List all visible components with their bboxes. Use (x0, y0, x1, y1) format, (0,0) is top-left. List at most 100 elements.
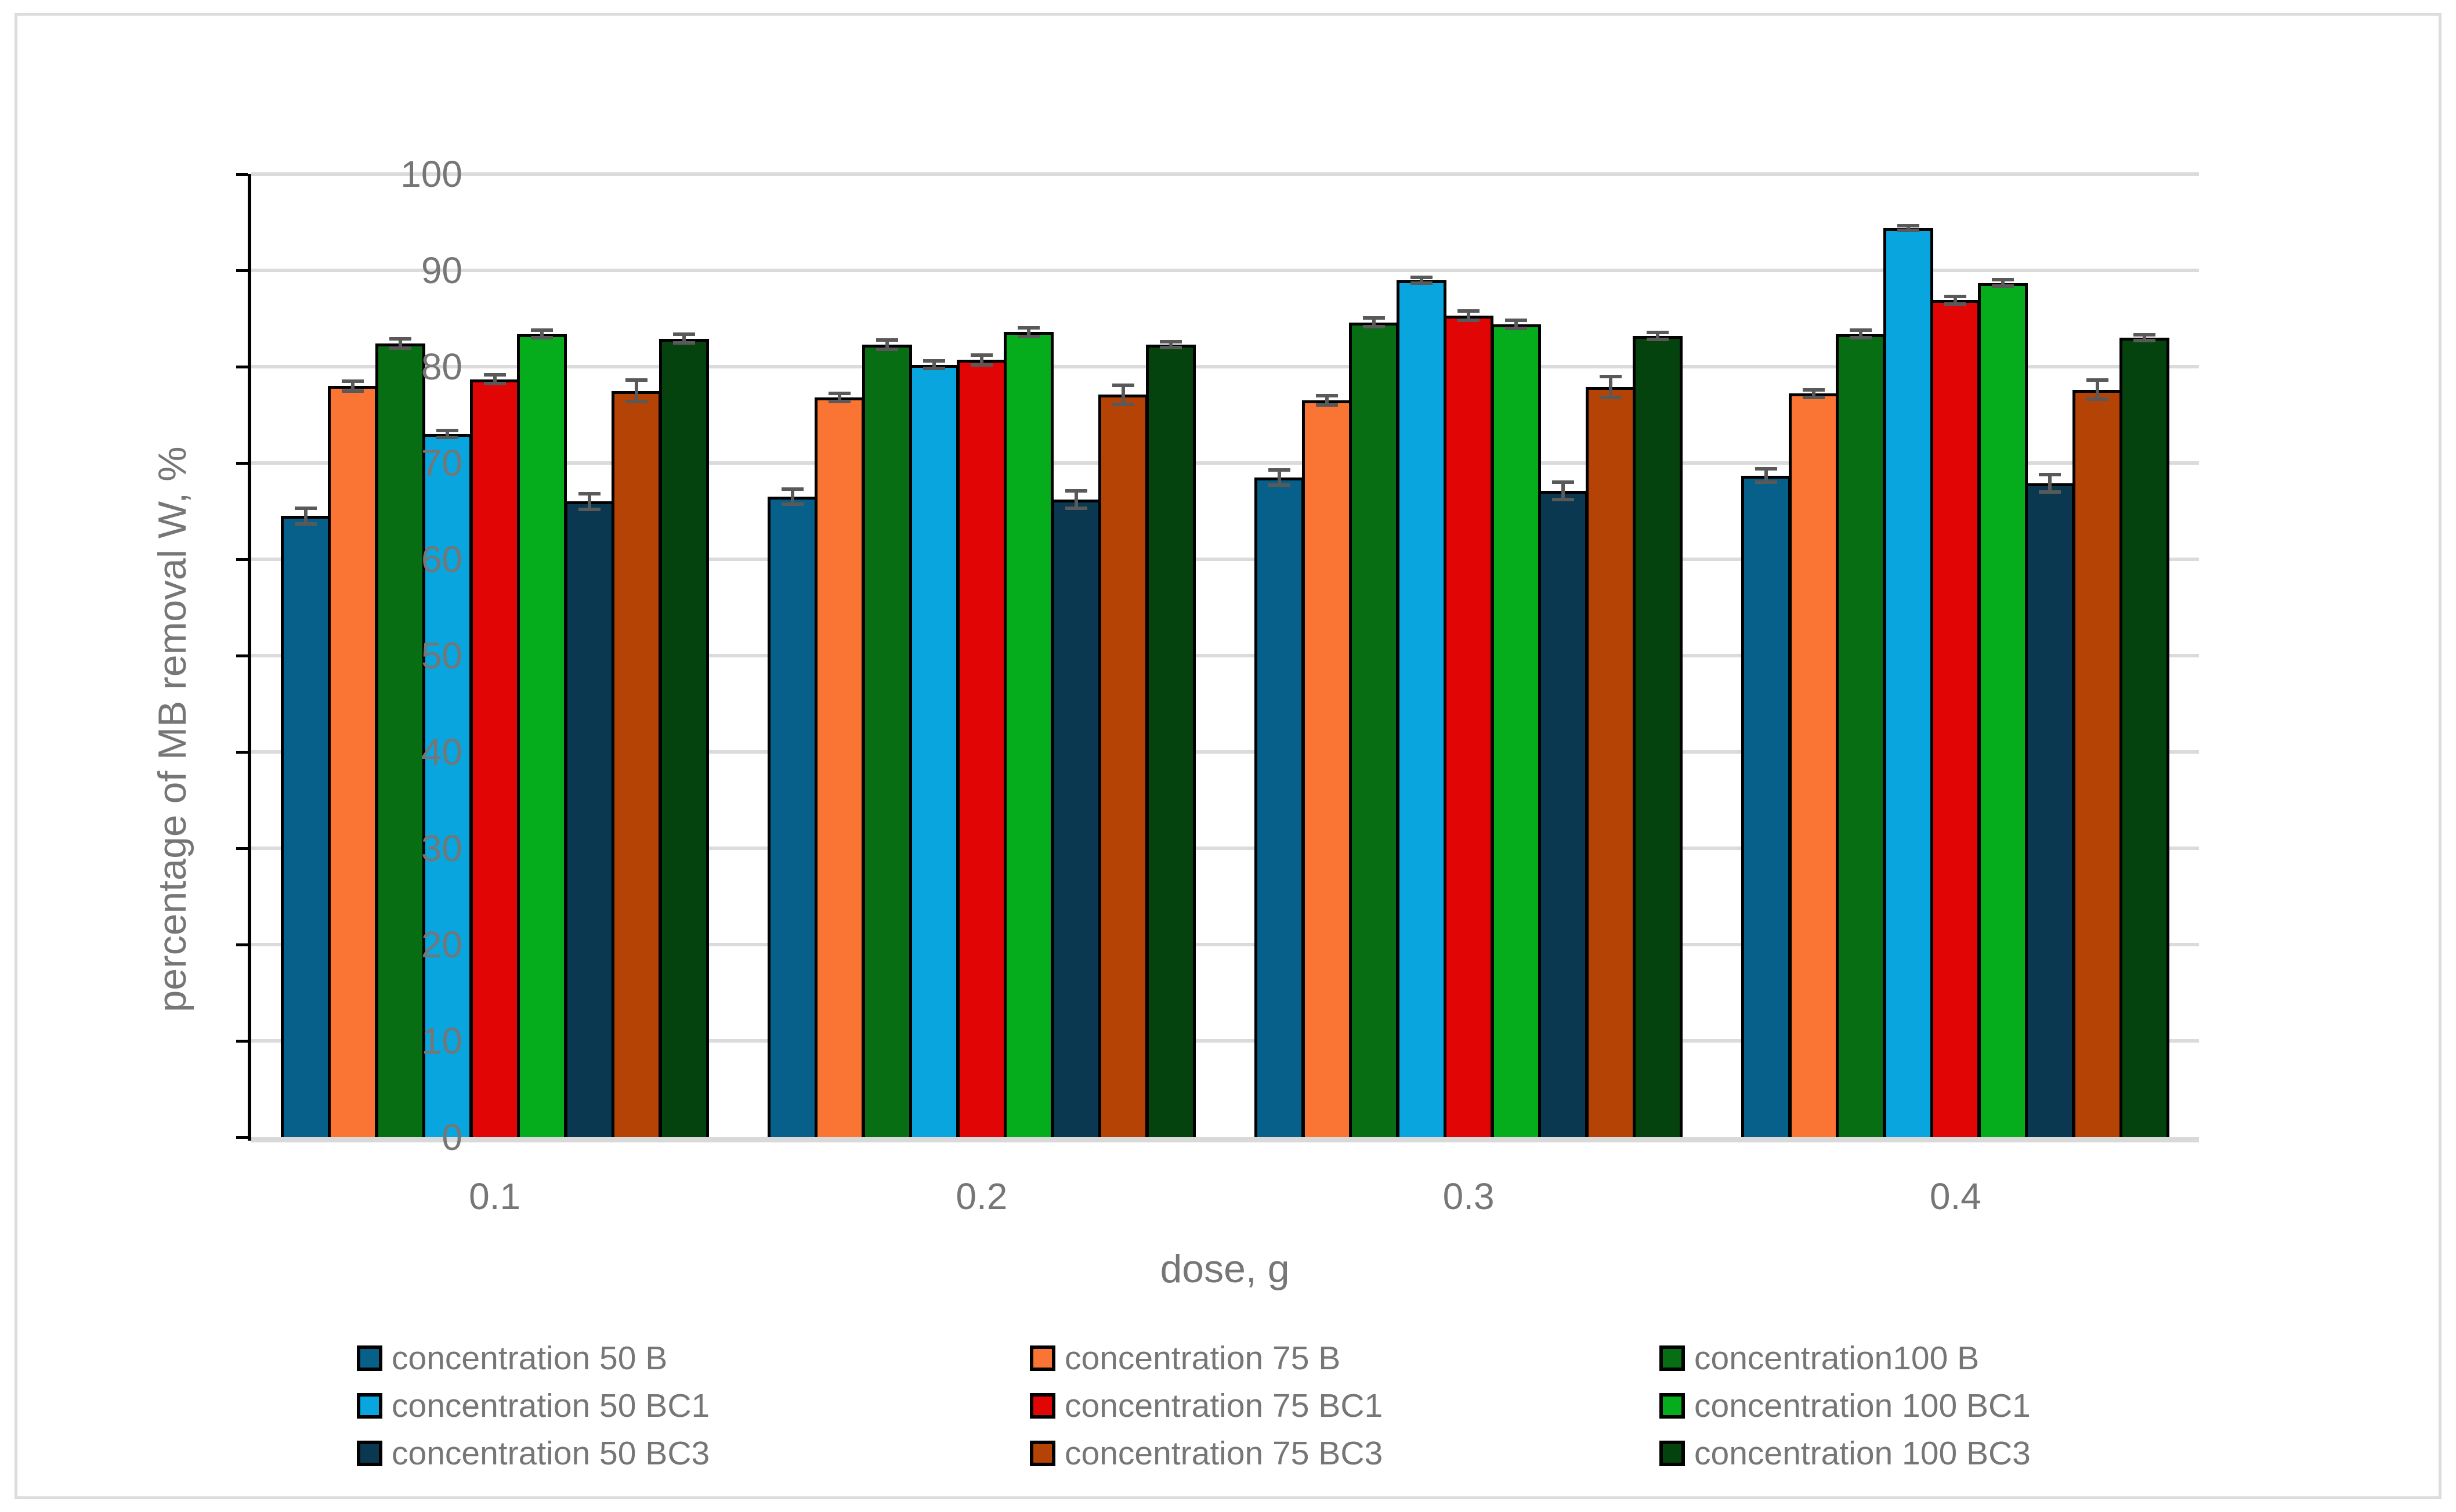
y-axis-tick (236, 847, 248, 850)
error-bar-stem (1656, 332, 1660, 339)
error-bar-cap (578, 507, 601, 511)
error-bar-stem (1561, 482, 1565, 500)
error-bar-stem (1608, 376, 1612, 398)
error-bar-cap (923, 367, 946, 371)
error-bar-stem (587, 494, 591, 509)
bar (1883, 227, 1933, 1137)
bar (1004, 332, 1054, 1137)
error-bar-stem (446, 431, 450, 438)
error-bar-stem (1906, 225, 1910, 231)
y-axis-tick (236, 943, 248, 946)
y-axis-title: percentage of MB removal W, % (150, 446, 194, 1012)
legend-item: concentration 75 BC3 (1030, 1435, 1383, 1472)
legend-swatch (1659, 1345, 1685, 1371)
error-bar-cap (876, 338, 898, 342)
y-tick-label: 80 (421, 346, 462, 388)
error-bar-stem (398, 338, 402, 349)
error-bar-cap (2086, 378, 2108, 382)
error-bar-cap (2039, 472, 2061, 476)
legend-swatch (1030, 1441, 1055, 1466)
error-bar-cap (1065, 507, 1087, 511)
error-bar-stem (1859, 330, 1863, 338)
legend-label: concentration 50 BC1 (392, 1387, 710, 1424)
bar (2072, 389, 2122, 1137)
bar-group (767, 174, 1196, 1137)
error-bar-cap (342, 389, 364, 393)
y-tick-label: 90 (421, 249, 462, 291)
error-bar-cap (294, 507, 317, 511)
gridline (251, 654, 2199, 657)
bar (956, 360, 1007, 1137)
error-bar-cap (1457, 309, 1480, 313)
bar-group (1741, 174, 2170, 1137)
error-bar-stem (1074, 491, 1078, 509)
legend-swatch (1030, 1393, 1055, 1419)
bar (422, 434, 473, 1137)
y-axis-tick (236, 461, 248, 465)
error-bar-cap (2086, 397, 2108, 401)
plot-area (236, 172, 2199, 1142)
error-bar-stem (1325, 395, 1329, 406)
error-bar-cap (1410, 281, 1433, 285)
bar-group (280, 174, 709, 1137)
error-bar-cap (1552, 480, 1575, 484)
legend-item: concentration 50 B (357, 1340, 667, 1377)
error-bar-cap (672, 332, 695, 337)
y-axis-tick (236, 269, 248, 272)
bar-group (1254, 174, 1683, 1137)
legend-item: concentration100 B (1659, 1340, 1979, 1377)
error-bar-cap (829, 392, 851, 396)
gridline (251, 269, 2199, 272)
legend-label: concentration 75 B (1065, 1340, 1341, 1377)
error-bar-stem (1372, 318, 1376, 327)
bar (1633, 335, 1683, 1137)
legend-label: concentration 75 BC3 (1065, 1435, 1383, 1472)
error-bar-cap (1647, 331, 1669, 335)
gridline (251, 943, 2199, 946)
error-bar-stem (2001, 279, 2005, 287)
error-bar-cap (1504, 318, 1527, 322)
x-tick-label: 0.1 (469, 1175, 521, 1217)
error-bar-cap (781, 487, 804, 491)
error-bar-cap (1504, 327, 1527, 331)
error-bar-cap (389, 346, 411, 350)
error-bar-cap (436, 436, 459, 440)
error-bar-cap (2039, 490, 2061, 494)
error-bar-stem (1122, 385, 1126, 404)
y-tick-label: 0 (442, 1116, 462, 1158)
bar (1585, 386, 1636, 1137)
legend-item: concentration 50 BC1 (357, 1387, 710, 1424)
bar (469, 379, 520, 1137)
y-tick-label: 70 (421, 442, 462, 484)
error-bar-stem (1278, 469, 1282, 486)
y-axis-tick (236, 750, 248, 754)
error-bar-cap (1018, 325, 1040, 330)
error-bar-cap (1315, 403, 1338, 407)
legend-swatch (1659, 1441, 1685, 1466)
error-bar-cap (1802, 396, 1825, 400)
legend-item: concentration 75 BC1 (1030, 1387, 1383, 1424)
legend-label: concentration 100 BC1 (1694, 1387, 2031, 1424)
bar (1491, 324, 1541, 1137)
y-axis-tick (236, 1039, 248, 1043)
error-bar-stem (838, 393, 842, 401)
legend-swatch (1030, 1345, 1055, 1371)
y-axis-tick (236, 365, 248, 368)
error-bar-cap (2133, 333, 2156, 337)
error-bar-cap (1991, 277, 2014, 281)
y-axis-line (248, 174, 251, 1141)
x-axis-baseline (251, 1137, 2199, 1142)
bar (328, 386, 378, 1137)
legend-label: concentration 50 BC3 (392, 1435, 710, 1472)
error-bar-cap (342, 379, 364, 383)
legend-label: concentration100 B (1694, 1340, 1980, 1377)
gridline (251, 1039, 2199, 1043)
y-tick-label: 10 (421, 1020, 462, 1062)
legend-swatch (357, 1393, 382, 1419)
bar (1098, 395, 1149, 1137)
error-bar-cap (389, 337, 411, 341)
error-bar-cap (1944, 294, 1967, 298)
bar (2119, 338, 2170, 1137)
error-bar-cap (1802, 388, 1825, 392)
